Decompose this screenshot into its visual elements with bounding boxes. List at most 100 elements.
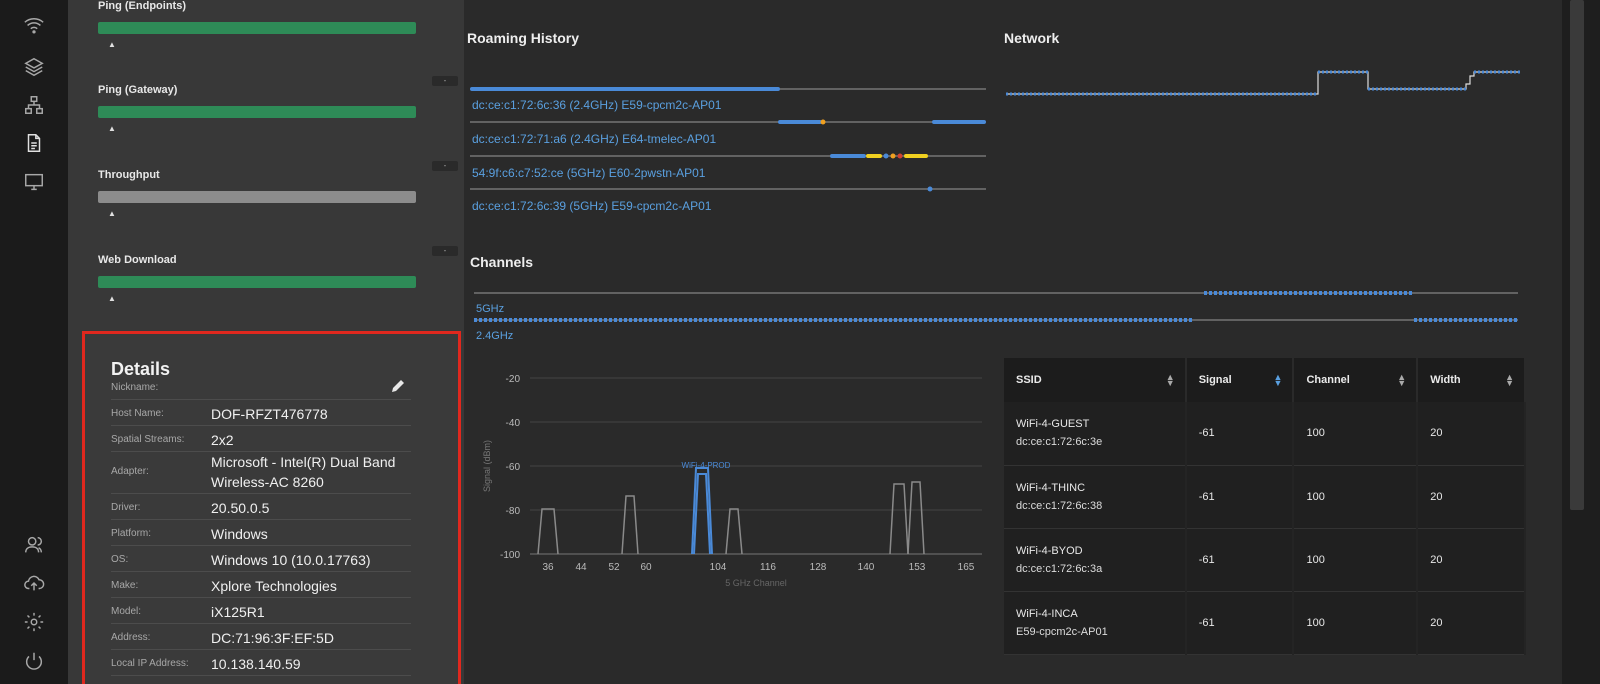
table-row[interactable]: WiFi-4-THINC dc:ce:c1:72:6c:38 -61 100 20 [1004, 465, 1526, 529]
x-tick: 52 [608, 562, 620, 573]
table-row[interactable]: WiFi-4-BYOD dc:ce:c1:72:6c:3a -61 100 20 [1004, 528, 1526, 592]
detail-value: Microsoft - Intel(R) Dual Band Wireless-… [211, 454, 396, 490]
detail-value: DOF-RFZT476778 [211, 406, 328, 422]
x-tick: 104 [710, 562, 727, 573]
channel-trace[interactable] [889, 483, 909, 555]
roam-segment[interactable] [470, 87, 780, 91]
ssid-table: SSID ▲ ▼ Signal ▲ ▼ Channel ▲ ▼ Width ▲ ▼ WiFi-4… [1004, 358, 1526, 655]
roam-ap-label: dc:ce:c1:72:71:a6 (2.4GHz) E64-tmelec-AP… [472, 132, 717, 146]
settings-icon[interactable] [23, 611, 45, 633]
roam-segment[interactable] [830, 154, 866, 158]
metric-status-bar[interactable] [98, 276, 416, 288]
column-header-signal[interactable]: Signal ▲ ▼ [1185, 358, 1295, 402]
detail-label: Model: [111, 606, 142, 617]
x-tick: 116 [760, 562, 776, 573]
sort-icon[interactable]: ▲ ▼ [1397, 372, 1407, 388]
column-header-ssid[interactable]: SSID ▲ ▼ [1004, 358, 1187, 402]
metric-collapse-button[interactable]: - [432, 76, 458, 86]
column-header-channel[interactable]: Channel ▲ ▼ [1293, 358, 1419, 402]
power-icon[interactable] [23, 650, 45, 672]
sort-icon[interactable]: ▲ ▼ [1165, 372, 1175, 388]
detail-row-adapter: Adapter: Microsoft - Intel(R) Dual Band … [111, 452, 411, 494]
caret-up-icon[interactable]: ▲ [108, 209, 116, 218]
metric-status-bar[interactable] [98, 22, 416, 34]
width-cell: 20 [1417, 402, 1526, 466]
channel-trace[interactable] [907, 481, 925, 555]
roam-segment[interactable] [866, 154, 882, 158]
roam-segment[interactable] [932, 120, 986, 124]
channel-trace[interactable] [725, 508, 743, 555]
network-chart[interactable] [1004, 64, 1524, 104]
signal-cell: -61 [1185, 465, 1295, 529]
metric-title: Throughput [98, 169, 160, 181]
metric-title: Ping (Gateway) [98, 84, 178, 96]
metric-title: Ping (Endpoints) [98, 0, 186, 12]
detail-label: Driver: [111, 502, 141, 513]
detail-label: OS: [111, 554, 129, 565]
channel-trace-highlight[interactable] [691, 467, 713, 555]
x-tick: 36 [542, 562, 554, 573]
roam-ap-label: dc:ce:c1:72:6c:36 (2.4GHz) E59-cpcm2c-AP… [472, 98, 722, 112]
channel-trace-highlight[interactable] [693, 473, 711, 555]
roam-event-dot[interactable] [820, 119, 826, 125]
caret-up-icon[interactable]: ▲ [108, 294, 116, 303]
roam-segment[interactable] [904, 154, 928, 158]
metric-status-bar[interactable] [98, 191, 416, 203]
ssid-cell: WiFi-4-GUEST dc:ce:c1:72:6c:3e [1004, 402, 1187, 466]
metric-status-bar[interactable] [98, 106, 416, 118]
metric-collapse-button[interactable]: - [432, 246, 458, 256]
channels-title: Channels [470, 254, 534, 270]
column-header-width[interactable]: Width ▲ ▼ [1417, 358, 1526, 402]
network-icon[interactable] [23, 94, 45, 116]
detail-row-host-name: Host Name: DOF-RFZT476778 [111, 400, 411, 426]
y-tick: -40 [506, 418, 521, 429]
channels-timeline[interactable] [470, 286, 1522, 326]
channel-trace[interactable] [621, 495, 639, 555]
y-axis-label: Signal (dBm) [482, 440, 492, 492]
detail-label: Local IP Address: [111, 658, 189, 669]
y-tick: -100 [500, 550, 520, 561]
detail-label: Spatial Streams: [111, 434, 185, 445]
y-tick: -60 [506, 462, 521, 473]
detail-value: iX125R1 [211, 604, 265, 620]
x-tick: 60 [640, 562, 652, 573]
detail-value: 10.138.140.59 [211, 656, 301, 672]
roaming-history-chart[interactable] [466, 80, 990, 200]
signal-cell: -61 [1185, 402, 1295, 466]
roam-event-dot[interactable] [927, 186, 933, 192]
layers-icon[interactable] [23, 56, 45, 78]
monitor-icon[interactable] [23, 171, 45, 193]
detail-row-model: Model: iX125R1 [111, 598, 411, 624]
wifi-icon[interactable] [23, 14, 45, 36]
detail-value: Windows 10 (10.0.17763) [211, 552, 371, 568]
detail-label: Make: [111, 580, 139, 591]
document-icon[interactable] [23, 132, 45, 154]
roam-segment[interactable] [778, 120, 822, 124]
caret-up-icon[interactable]: ▲ [108, 124, 116, 133]
detail-row-platform: Platform: Windows [111, 520, 411, 546]
details-title: Details [111, 359, 171, 379]
table-row[interactable]: WiFi-4-INCA E59-cpcm2c-AP01 -61 100 20 [1004, 591, 1526, 655]
pencil-icon[interactable] [390, 378, 406, 394]
x-axis-label: 5 GHz Channel [725, 578, 787, 588]
detail-value: Windows [211, 526, 268, 542]
sort-icon[interactable]: ▲ ▼ [1273, 372, 1283, 388]
band-label-2-4ghz: 2.4GHz [476, 330, 514, 342]
detail-row-os: OS: Windows 10 (10.0.17763) [111, 546, 411, 572]
caret-up-icon[interactable]: ▲ [108, 40, 116, 49]
roaming-history-title: Roaming History [467, 30, 580, 46]
channel-trace[interactable] [537, 508, 559, 555]
users-icon[interactable] [23, 534, 45, 556]
x-tick: 165 [958, 562, 975, 573]
network-title: Network [1004, 30, 1060, 46]
metric-collapse-button[interactable]: - [432, 161, 458, 171]
detail-row-address: Address: DC:71:96:3F:EF:5D [111, 624, 411, 650]
cloud-upload-icon[interactable] [23, 572, 45, 594]
scrollbar-thumb[interactable] [1570, 0, 1584, 510]
table-row[interactable]: WiFi-4-GUEST dc:ce:c1:72:6c:3e -61 100 20 [1004, 402, 1526, 466]
detail-row-nickname: Nickname: [111, 374, 411, 400]
sort-icon[interactable]: ▲ ▼ [1505, 372, 1514, 388]
ssid-cell: WiFi-4-THINC dc:ce:c1:72:6c:38 [1004, 465, 1187, 529]
spectrum-chart[interactable]: -20 -40 -60 -80 -100 Signal (dBm) 36 44 … [476, 362, 986, 592]
ssid-cell: WiFi-4-BYOD dc:ce:c1:72:6c:3a [1004, 528, 1187, 592]
